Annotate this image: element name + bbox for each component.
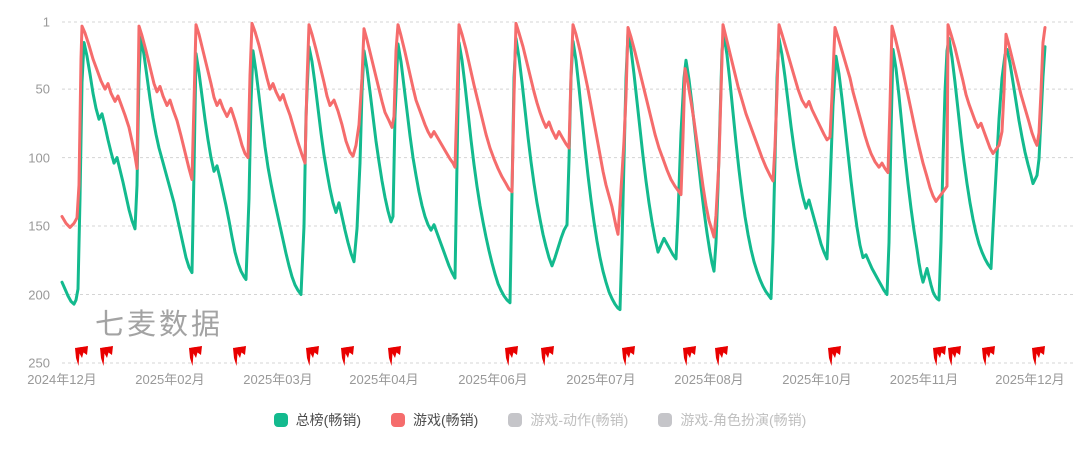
version-update-pin[interactable]: [683, 346, 696, 366]
version-update-pin[interactable]: [828, 346, 841, 366]
x-axis-tick-label: 2025年06月: [458, 372, 528, 387]
watermark-qimai-data: 七麦数据: [95, 309, 224, 341]
y-axis-tick-label: 100: [28, 150, 50, 166]
version-update-pin[interactable]: [622, 346, 635, 366]
legend-item-1[interactable]: 游戏(畅销): [391, 410, 478, 430]
x-axis-tick-label: 2025年02月: [135, 372, 205, 387]
chart-legend: 总榜(畅销) 游戏(畅销) 游戏-动作(畅销) 游戏-角色扮演(畅销): [0, 410, 1080, 430]
version-update-pin[interactable]: [306, 346, 319, 366]
version-update-pin[interactable]: [505, 346, 518, 366]
x-axis-tick-label: 2025年11月: [889, 372, 959, 387]
series-line-0: [60, 31, 1047, 312]
x-axis-tick-label: 2025年12月: [995, 372, 1065, 387]
x-axis-tick-label: 2025年04月: [349, 372, 419, 387]
legend-swatch: [273, 413, 288, 427]
x-axis-tick-label: 2025年10月: [782, 372, 852, 387]
version-update-pin[interactable]: [100, 346, 113, 366]
legend-swatch: [658, 413, 673, 427]
version-update-pin[interactable]: [189, 346, 202, 366]
legend-label: 游戏-动作(畅销): [530, 412, 629, 428]
version-update-pin[interactable]: [541, 346, 554, 366]
legend-item-2[interactable]: 游戏-动作(畅销): [508, 410, 628, 430]
version-update-pin[interactable]: [948, 346, 961, 366]
version-update-pin[interactable]: [341, 346, 354, 366]
y-axis-tick-label: 150: [28, 218, 50, 234]
legend-label: 总榜(畅销): [295, 412, 361, 428]
legend-label: 游戏-角色扮演(畅销): [680, 412, 807, 428]
x-axis-tick-label: 2025年07月: [566, 372, 636, 387]
version-update-pin[interactable]: [1032, 346, 1045, 366]
legend-label: 游戏(畅销): [413, 412, 479, 428]
y-axis-tick-label: 1: [42, 14, 50, 30]
series-line-1: [60, 21, 1047, 239]
version-update-pin[interactable]: [75, 346, 88, 366]
legend-item-0[interactable]: 总榜(畅销): [273, 410, 361, 430]
version-update-pin[interactable]: [982, 346, 995, 366]
x-axis-tick-label: 2024年12月: [27, 372, 97, 387]
legend-item-3[interactable]: 游戏-角色扮演(畅销): [658, 410, 806, 430]
version-update-pin[interactable]: [933, 346, 946, 366]
legend-swatch: [508, 413, 523, 427]
y-axis-tick-label: 200: [28, 287, 50, 303]
legend-swatch: [391, 413, 405, 427]
x-axis-tick-label: 2025年03月: [243, 372, 313, 387]
version-update-pin[interactable]: [233, 346, 246, 366]
x-axis-tick-label: 2025年08月: [674, 372, 744, 387]
y-axis-tick-label: 250: [28, 355, 50, 371]
y-axis-tick-label: 50: [35, 81, 50, 97]
version-update-pin[interactable]: [388, 346, 401, 366]
version-update-pin[interactable]: [715, 346, 728, 366]
